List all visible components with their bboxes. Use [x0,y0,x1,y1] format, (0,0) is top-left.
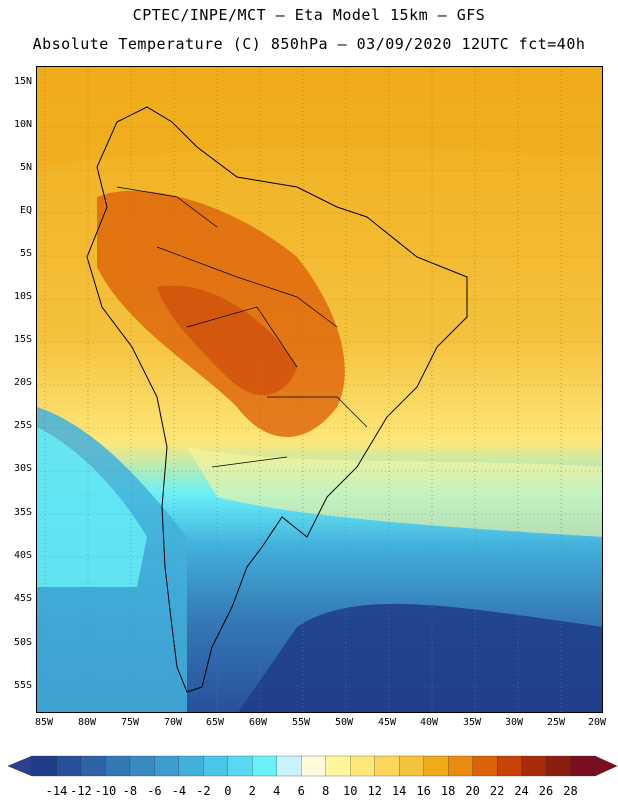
colorbar-tick-label: 18 [440,784,456,798]
colorbar-tick-label: 4 [273,784,281,798]
lon-label-45w: 45W [377,717,397,728]
colorbar-tick-label: 12 [367,784,382,798]
lat-label-25s: 25S [13,420,32,431]
colorbar-swatch [496,755,523,777]
colorbar-swatch [472,755,498,777]
colorbar-swatch [301,755,327,777]
lat-label-35s: 35S [13,507,32,518]
colorbar-tick-label: 6 [297,784,305,798]
lon-label-65w: 65W [205,717,225,728]
colorbar-swatch [105,755,131,777]
hot-spot-region [157,285,297,396]
colorbar-tick-label: 2 [248,784,256,798]
colorbar-tick-label: 28 [563,784,578,798]
country-borders [116,186,368,468]
lat-label-50s: 50S [13,637,32,648]
lon-label-80w: 80W [77,717,97,728]
colorbar-swatch [227,755,253,777]
colorbar-swatch [154,755,180,777]
colorbar-swatch [178,755,204,777]
colorbar-swatch [350,755,376,777]
colorbar-swatch [252,755,278,777]
colorbar-high-arrow [594,755,617,777]
lat-label-10s: 10S [13,291,32,302]
colorbar-tick-label: -8 [122,784,138,798]
lon-label-75w: 75W [120,717,140,728]
colorbar-tick-label: -14 [45,784,68,798]
colorbar-swatch [129,755,156,777]
lon-label-40w: 40W [419,717,439,728]
colorbar-tick-label: 14 [391,784,407,798]
lon-label-85w: 85W [34,717,54,728]
colorbar-swatch [374,755,400,777]
lat-label-15s: 15S [13,334,32,345]
lon-label-30w: 30W [504,717,524,728]
lon-label-20w: 20W [587,717,607,728]
lon-label-70w: 70W [163,717,183,728]
colorbar-tick-label: 16 [416,784,431,798]
lat-label-15n: 15N [13,76,32,87]
lat-label-30s: 30S [13,463,32,474]
colorbar-swatch [276,755,302,777]
temperature-colorbar [8,755,617,777]
colorbar-tick-label: -4 [171,784,187,798]
colorbar-swatch [203,755,229,777]
colorbar-tick-label: -12 [70,784,92,798]
south-america-coastline [86,106,468,693]
colorbar-swatch [56,755,82,777]
colorbar-low-arrow [8,755,33,777]
colorbar-tick-label: 10 [342,784,358,798]
lon-label-35w: 35W [462,717,482,728]
colorbar-tick-label: 0 [224,784,232,798]
colorbar-tick-label: -2 [196,784,211,798]
cool-pacific-band [37,427,147,587]
colorbar-tick-label: 24 [514,784,529,798]
colorbar-swatch [80,755,107,777]
subtropical-mild-band [187,447,602,537]
chart-subtitle: Absolute Temperature (C) 850hPa – 03/09/… [32,35,586,53]
temperature-map [36,66,603,713]
colorbar-tick-label: -6 [147,784,162,798]
colorbar-swatch [521,755,547,777]
northern-warm-band [37,67,602,167]
colorbar-swatch [423,755,449,777]
lon-label-25w: 25W [546,717,566,728]
chart-title: CPTEC/INPE/MCT – Eta Model 15km – GFS [132,6,486,24]
colorbar-swatch [545,755,572,777]
colorbar-tick-label: 20 [465,784,480,798]
colorbar-tick-label: 22 [489,784,505,798]
lon-label-60w: 60W [248,717,268,728]
colorbar-swatch [325,755,351,777]
map-canvas [37,67,602,712]
lat-label-5n: 5N [19,162,32,173]
colorbar-swatch [570,755,596,777]
lon-label-55w: 55W [291,717,311,728]
lat-label-5s: 5S [19,248,32,259]
graticule [37,67,602,712]
cold-southern-ocean [238,603,602,712]
lat-label-55s: 55S [13,680,32,691]
lon-label-50w: 50W [334,717,354,728]
lat-label-40s: 40S [13,550,32,561]
colorbar-tick-label: 26 [538,784,554,798]
colorbar-swatch [31,755,58,777]
colorbar-tick-label: -10 [94,784,117,798]
lat-label-eq: EQ [19,205,32,216]
lat-label-45s: 45S [13,593,32,604]
lat-label-10n: 10N [13,119,32,130]
colorbar-swatch [447,755,474,777]
colorbar-tick-label: 8 [322,784,330,798]
lat-label-20s: 20S [13,377,32,388]
colorbar-swatch [399,755,425,777]
